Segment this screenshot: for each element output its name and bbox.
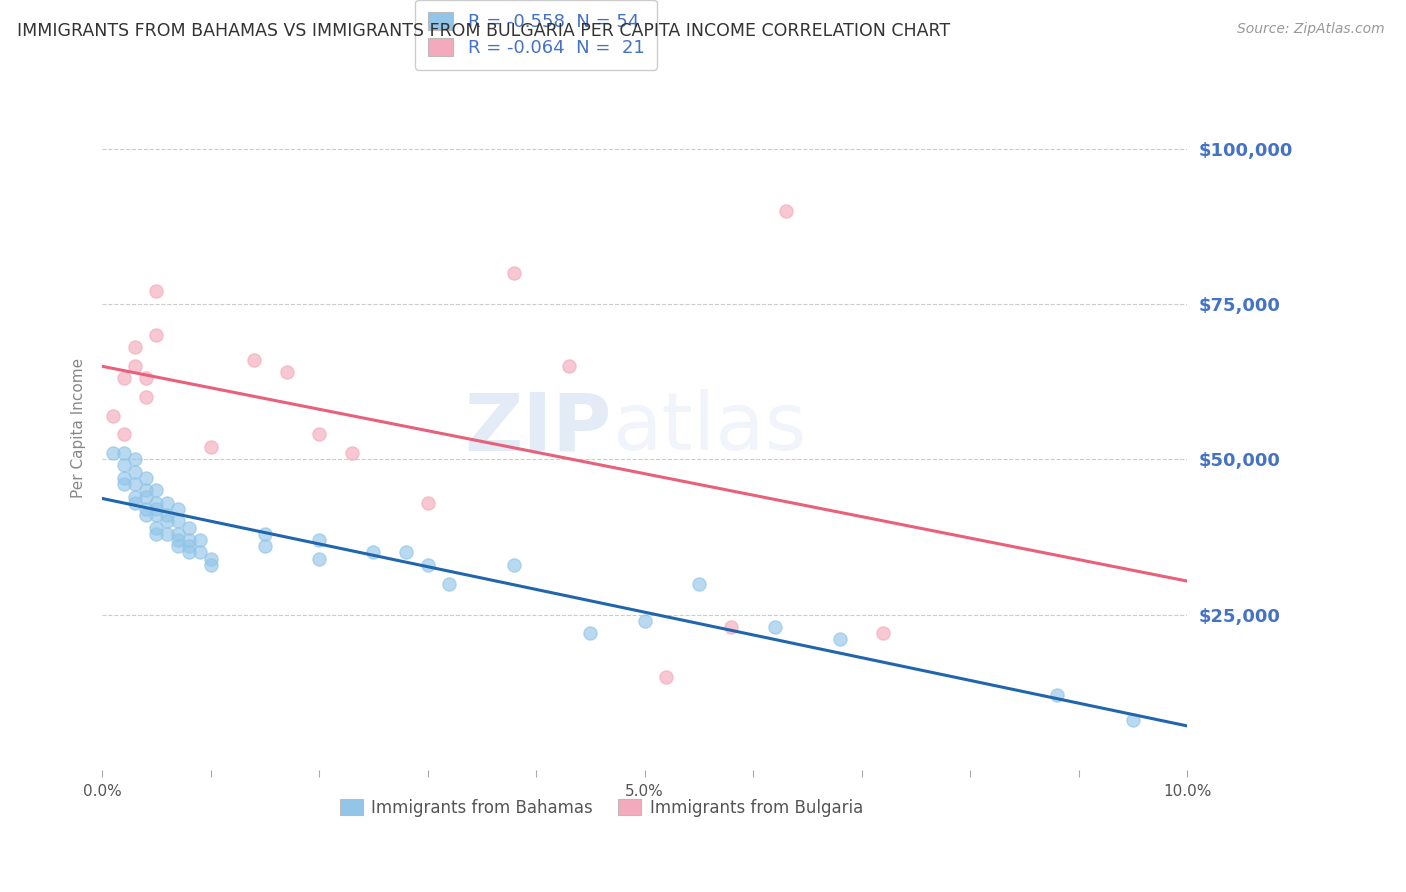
Point [112,458,135,473]
Point [416,496,439,510]
Point [503,558,526,572]
Point [156,515,179,529]
Point [112,477,135,491]
Point [145,496,167,510]
Point [416,558,439,572]
Legend: Immigrants from Bahamas, Immigrants from Bulgaria: Immigrants from Bahamas, Immigrants from… [333,792,869,823]
Point [253,526,276,541]
Point [135,502,157,516]
Point [395,545,418,559]
Point [167,502,190,516]
Point [167,526,190,541]
Point [145,508,167,523]
Point [135,371,157,385]
Point [276,365,298,379]
Point [167,539,190,553]
Point [872,626,894,640]
Text: IMMIGRANTS FROM BAHAMAS VS IMMIGRANTS FROM BULGARIA PER CAPITA INCOME CORRELATIO: IMMIGRANTS FROM BAHAMAS VS IMMIGRANTS FR… [17,22,950,40]
Point [439,576,461,591]
Point [363,545,385,559]
Point [167,515,190,529]
Point [135,490,157,504]
Point [135,471,157,485]
Point [200,551,222,566]
Point [156,526,179,541]
Point [763,620,786,634]
Point [308,427,330,442]
Point [145,502,167,516]
Point [135,483,157,498]
Point [124,465,146,479]
Point [340,446,363,460]
Point [177,539,200,553]
Point [156,508,179,523]
Point [112,371,135,385]
Point [720,620,742,634]
Point [1122,713,1144,727]
Point [101,446,124,460]
Point [308,533,330,547]
Text: atlas: atlas [612,389,807,467]
Point [145,328,167,343]
Point [124,359,146,373]
Point [655,670,678,684]
Point [557,359,579,373]
Point [188,545,211,559]
Point [177,533,200,547]
Point [688,576,710,591]
Point [253,539,276,553]
Point [177,545,200,559]
Point [124,340,146,354]
Point [200,440,222,454]
Point [101,409,124,423]
Point [775,203,797,218]
Point [145,520,167,534]
Point [177,520,200,534]
Point [112,427,135,442]
Point [579,626,602,640]
Point [156,496,179,510]
Point [112,471,135,485]
Point [124,490,146,504]
Y-axis label: Per Capita Income: Per Capita Income [72,358,86,499]
Text: ZIP: ZIP [465,389,612,467]
Point [200,558,222,572]
Point [145,526,167,541]
Point [243,352,266,367]
Point [634,614,657,628]
Point [188,533,211,547]
Point [145,483,167,498]
Point [124,477,146,491]
Point [1046,689,1069,703]
Point [167,533,190,547]
Point [135,508,157,523]
Text: Source: ZipAtlas.com: Source: ZipAtlas.com [1237,22,1385,37]
Point [308,551,330,566]
Point [828,632,851,647]
Point [112,446,135,460]
Point [124,452,146,467]
Point [145,285,167,299]
Point [135,390,157,404]
Point [124,496,146,510]
Point [503,266,526,280]
